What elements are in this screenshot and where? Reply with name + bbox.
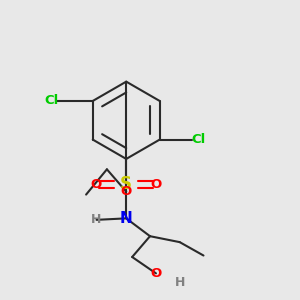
Text: Cl: Cl xyxy=(191,133,206,146)
Text: N: N xyxy=(120,211,133,226)
Text: O: O xyxy=(91,178,102,191)
Text: Cl: Cl xyxy=(44,94,58,107)
Text: H: H xyxy=(91,213,102,226)
Text: S: S xyxy=(120,175,132,193)
Text: O: O xyxy=(150,267,162,280)
Text: O: O xyxy=(150,178,162,191)
Text: H: H xyxy=(175,276,185,289)
Text: O: O xyxy=(121,185,132,198)
